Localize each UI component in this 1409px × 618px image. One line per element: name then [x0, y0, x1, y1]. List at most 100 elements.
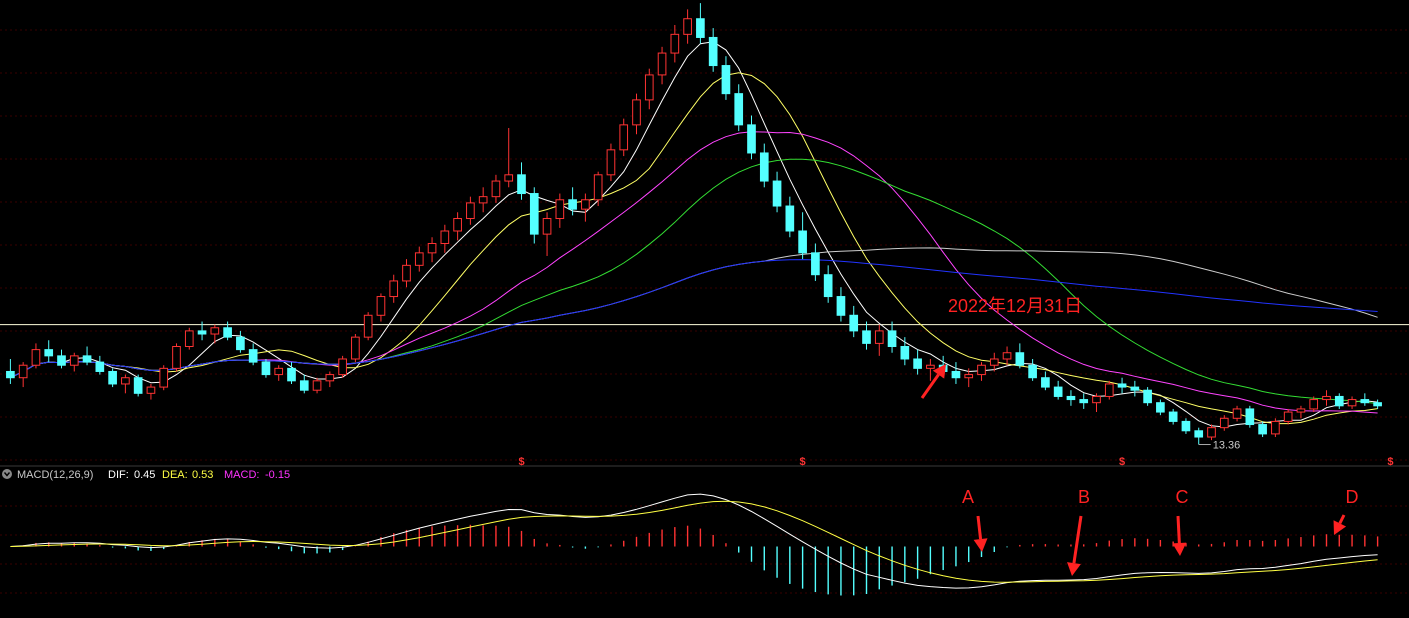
candle-body	[1092, 395, 1101, 404]
event-marker-icon: $	[1119, 456, 1125, 468]
candle-body	[836, 296, 846, 316]
candlesticks	[6, 3, 1382, 445]
candle-body	[1309, 399, 1319, 410]
point-label-d: D	[1346, 487, 1359, 507]
candle-body	[121, 377, 130, 385]
candle-body	[811, 252, 820, 276]
candle-body	[581, 199, 590, 210]
point-arrow-d-head	[1333, 520, 1347, 535]
candle-body	[184, 330, 194, 348]
point-arrow-d-shaft	[1338, 514, 1346, 525]
candle-body	[159, 367, 169, 388]
candle-body	[1245, 408, 1255, 426]
candle-body	[210, 327, 220, 335]
ma-line-ma5	[10, 41, 1378, 428]
candle-body	[18, 364, 28, 379]
candle-body	[721, 65, 731, 95]
candle-body	[1181, 420, 1191, 432]
candle-body	[57, 355, 66, 366]
candle-body	[529, 193, 539, 235]
candle-body	[670, 33, 680, 54]
macd-grid	[0, 505, 1409, 594]
candle-body	[1130, 386, 1140, 391]
candle-body	[6, 370, 15, 379]
candle-body	[1347, 399, 1357, 407]
candle-body	[274, 367, 284, 376]
candle-body	[133, 377, 143, 394]
candle-body	[989, 358, 999, 366]
candle-body	[299, 380, 309, 391]
candle-body	[517, 174, 526, 195]
point-arrow-b-head	[1067, 562, 1081, 576]
candle-body	[1143, 389, 1152, 404]
candle-body	[1168, 411, 1178, 422]
candle-body	[363, 314, 373, 338]
ma-line-ma20	[10, 131, 1378, 414]
candle-body	[862, 330, 871, 344]
low-price-text: 13.36	[1213, 440, 1241, 452]
candle-body	[785, 205, 795, 232]
candle-body	[887, 330, 897, 348]
collapse-icon[interactable]	[2, 469, 12, 479]
candle-body	[1066, 395, 1076, 401]
candle-body	[683, 18, 692, 35]
candle-body	[759, 152, 769, 182]
candle-body	[69, 355, 79, 366]
candle-body	[1028, 364, 1037, 379]
candle-body	[402, 264, 411, 282]
candle-body	[248, 349, 258, 363]
point-label-c: C	[1176, 487, 1189, 507]
candle-body	[657, 52, 667, 76]
candle-body	[555, 199, 565, 220]
candle-body	[1296, 408, 1306, 413]
event-marker-icon: $	[1387, 456, 1393, 468]
event-markers: $ $ $ $	[518, 456, 1393, 468]
moving-average-lines	[10, 41, 1378, 428]
candle-body	[1219, 417, 1229, 429]
candle-body	[926, 364, 935, 369]
candle-body	[453, 218, 462, 232]
event-marker-icon: $	[800, 456, 806, 468]
dif-label: DIF:	[108, 469, 129, 481]
candle-body	[82, 355, 92, 363]
point-label-b: B	[1078, 487, 1090, 507]
candle-body	[913, 358, 922, 369]
price-grid	[0, 29, 1409, 461]
candle-body	[964, 374, 974, 379]
candle-body	[1322, 395, 1331, 401]
candle-body	[798, 230, 807, 254]
low-price-label: 13.36	[1198, 440, 1241, 452]
candle-body	[31, 349, 41, 366]
candle-body	[1334, 395, 1344, 407]
dea-line	[10, 500, 1378, 583]
candle-body	[1373, 402, 1382, 407]
candle-body	[376, 296, 386, 316]
candle-body	[1232, 408, 1242, 419]
ma-line-ma30	[10, 158, 1378, 405]
candle-body	[772, 180, 782, 207]
date-arrow-head	[932, 364, 946, 379]
chevron-down-icon	[3, 472, 11, 477]
candle-body	[1360, 399, 1370, 404]
candle-body	[491, 180, 501, 198]
ma-line-ma10	[10, 72, 1378, 425]
candle-body	[95, 361, 105, 372]
candle-body	[1079, 399, 1089, 404]
dea-label: DEA:	[162, 469, 188, 481]
dea-value: 0.53	[192, 469, 213, 481]
candle-body	[632, 99, 641, 126]
point-arrow-a-shaft	[976, 515, 983, 540]
candle-body	[619, 124, 629, 151]
candle-body	[261, 361, 271, 376]
macd-value: -0.15	[265, 469, 290, 481]
candle-body	[312, 380, 322, 391]
candle-body	[1194, 430, 1204, 438]
candle-body	[849, 314, 859, 332]
ma-line-ma120	[10, 259, 1378, 379]
candle-body	[874, 330, 884, 344]
candle-body	[427, 242, 437, 254]
macd-header: MACD(12,26,9) DIF: 0.45 DEA: 0.53 MACD: …	[2, 469, 290, 481]
candle-body	[325, 374, 335, 382]
candle-body	[1207, 427, 1216, 438]
